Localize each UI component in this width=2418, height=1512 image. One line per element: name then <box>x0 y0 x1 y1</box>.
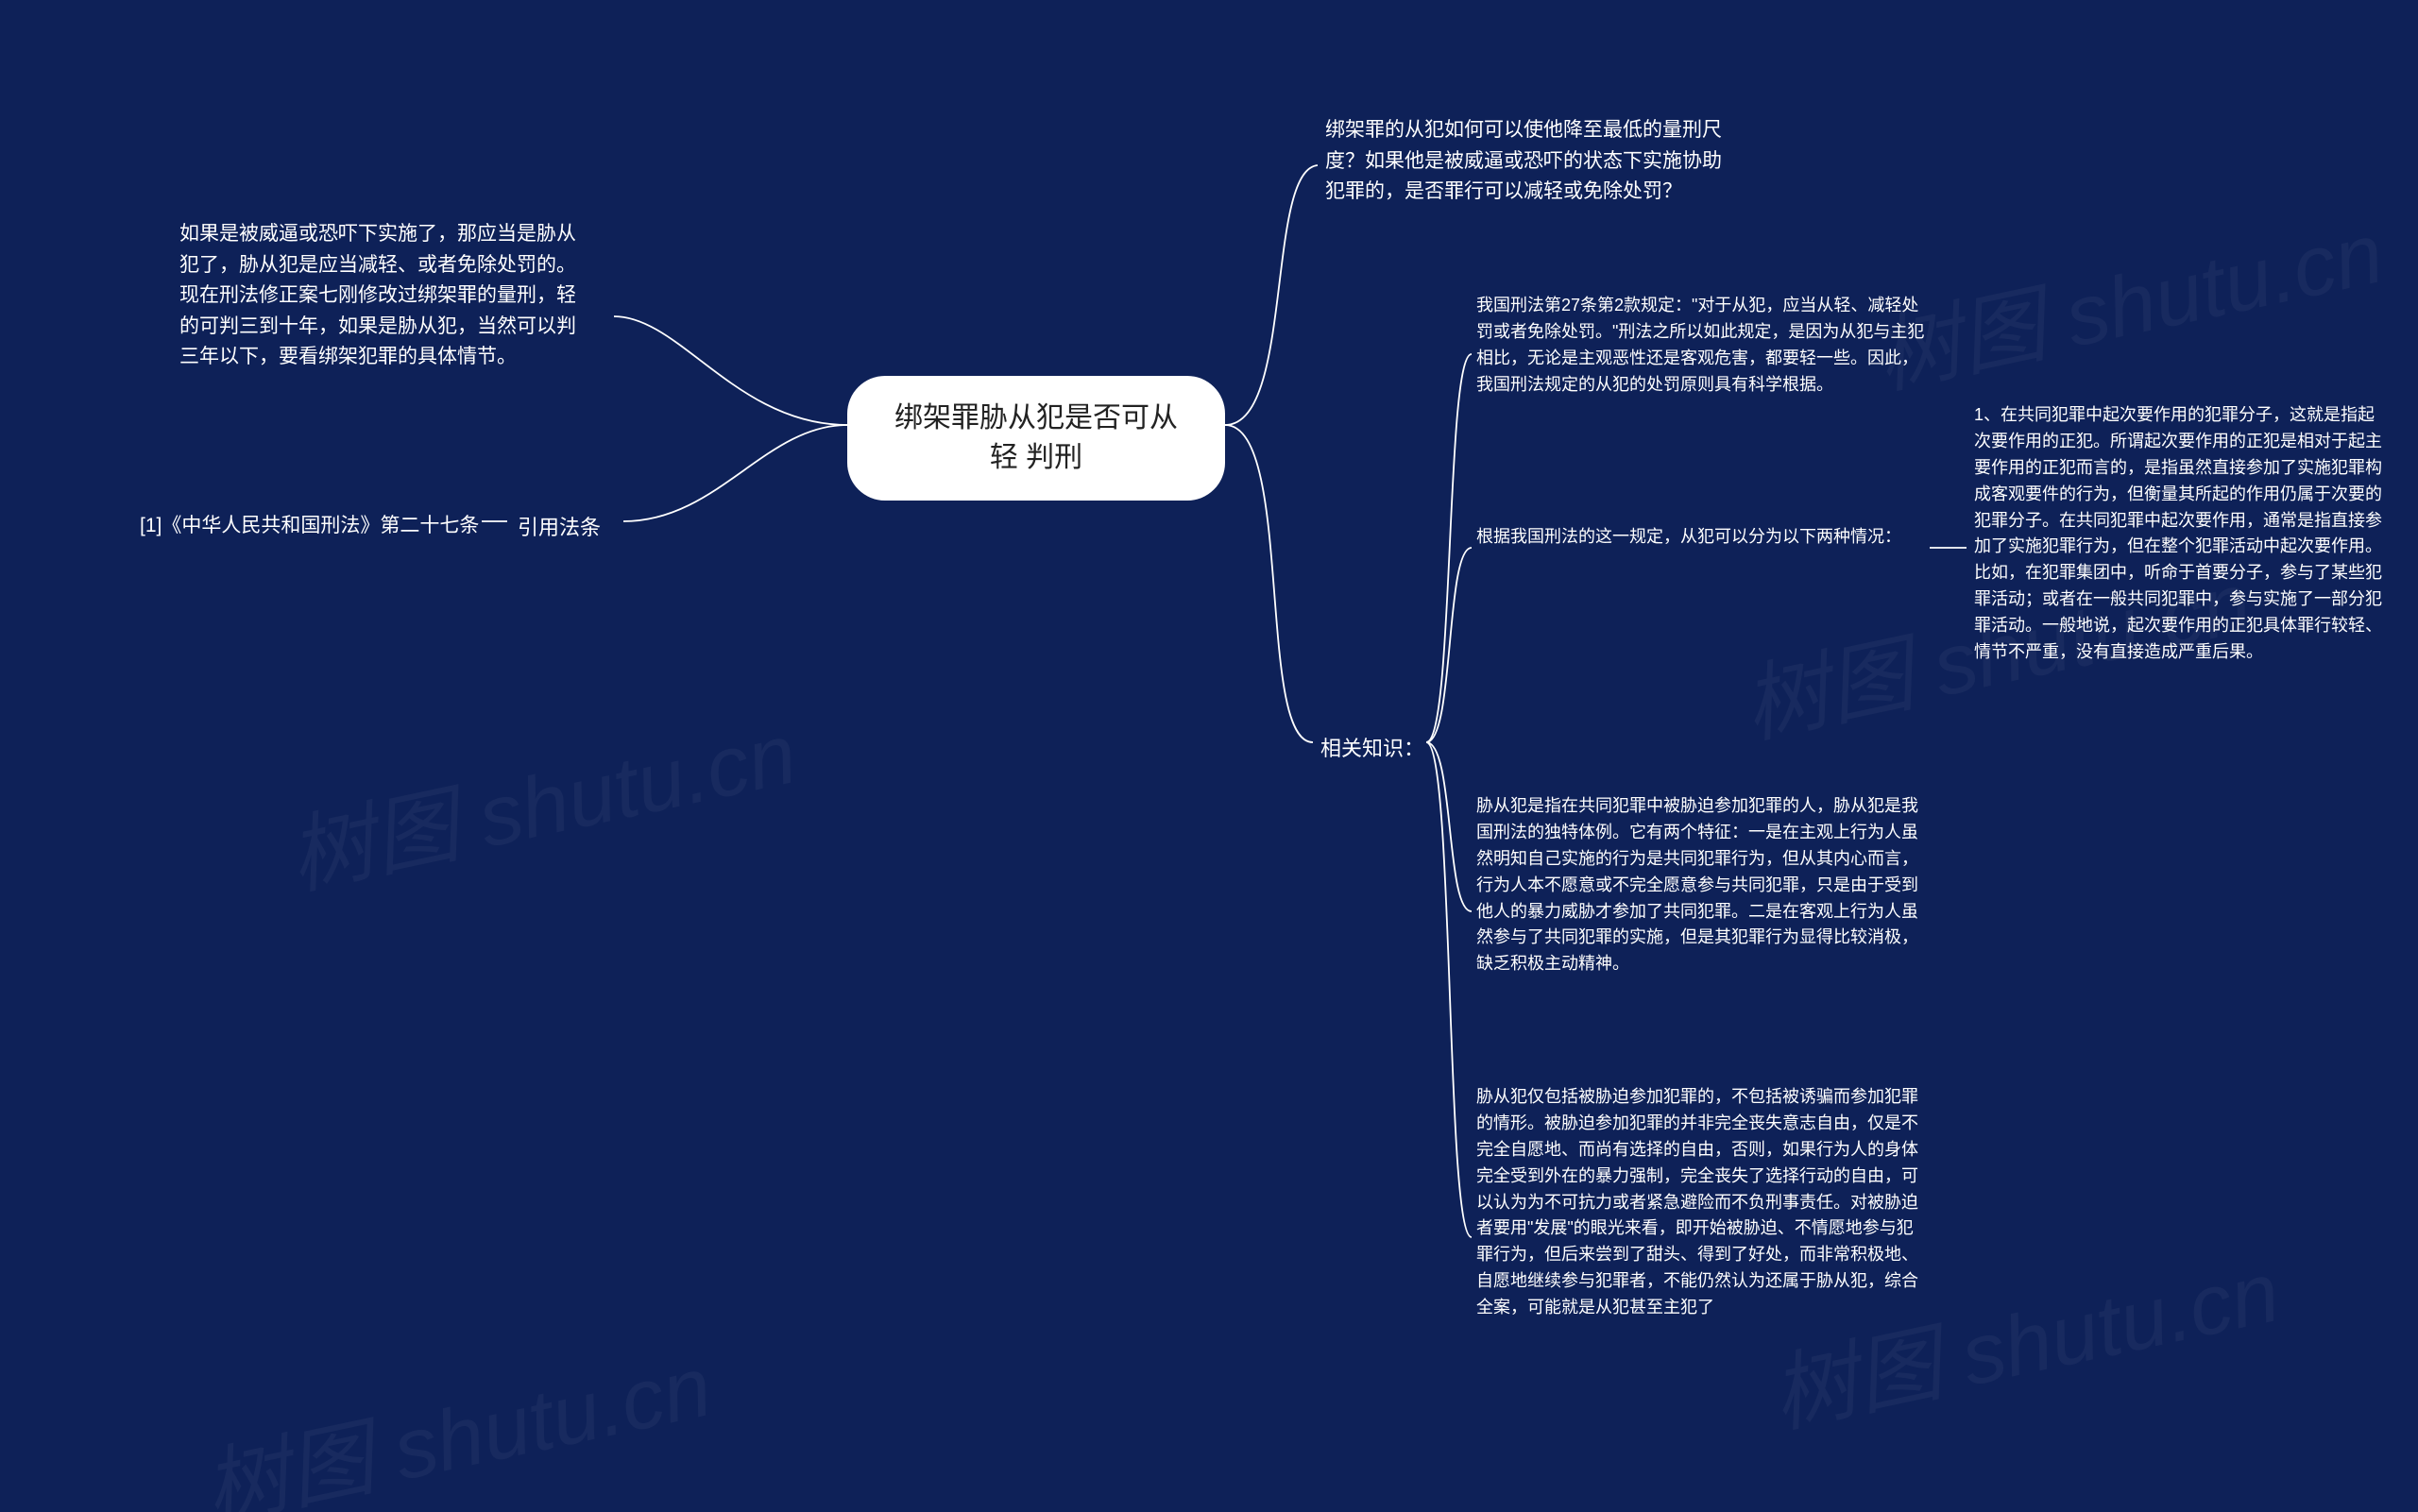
right-branch-2c: 胁从犯是指在共同犯罪中被胁迫参加犯罪的人，胁从犯是我国刑法的独特体例。它有两个特… <box>1476 793 1930 977</box>
watermark: 树图 shutu.cn <box>191 1317 720 1512</box>
watermark: 树图 shutu.cn <box>276 685 805 912</box>
left-branch-2-label: 引用法条 <box>518 511 601 541</box>
left-branch-1: 如果是被威逼或恐吓下实施了，那应当是胁从犯了，胁从犯是应当减轻、或者免除处罚的。… <box>179 219 595 373</box>
right-branch-1: 绑架罪的从犯如何可以使他降至最低的量刑尺度？如果他是被威逼或恐吓的状态下实施协助… <box>1325 115 1741 208</box>
left-branch-2-child: [1]《中华人民共和国刑法》第二十七条 <box>140 511 479 542</box>
center-node: 绑架罪胁从犯是否可从轻 判刑 <box>847 376 1225 501</box>
right-branch-2-label: 相关知识： <box>1320 732 1424 762</box>
watermark: 树图 shutu.cn <box>1863 184 2392 412</box>
right-branch-2a: 我国刑法第27条第2款规定："对于从犯，应当从轻、减轻处罚或者免除处罚。"刑法之… <box>1476 293 1930 399</box>
right-branch-2d: 胁从犯仅包括被胁迫参加犯罪的，不包括被诱骗而参加犯罪的情形。被胁迫参加犯罪的并非… <box>1476 1084 1930 1321</box>
right-branch-2b: 根据我国刑法的这一规定，从犯可以分为以下两种情况： <box>1476 524 1930 551</box>
mindmap-canvas: 绑架罪胁从犯是否可从轻 判刑 如果是被威逼或恐吓下实施了，那应当是胁从犯了，胁从… <box>0 0 2418 1512</box>
right-branch-2b-child: 1、在共同犯罪中起次要作用的犯罪分子，这就是指起次要作用的正犯。所谓起次要作用的… <box>1974 402 2390 666</box>
